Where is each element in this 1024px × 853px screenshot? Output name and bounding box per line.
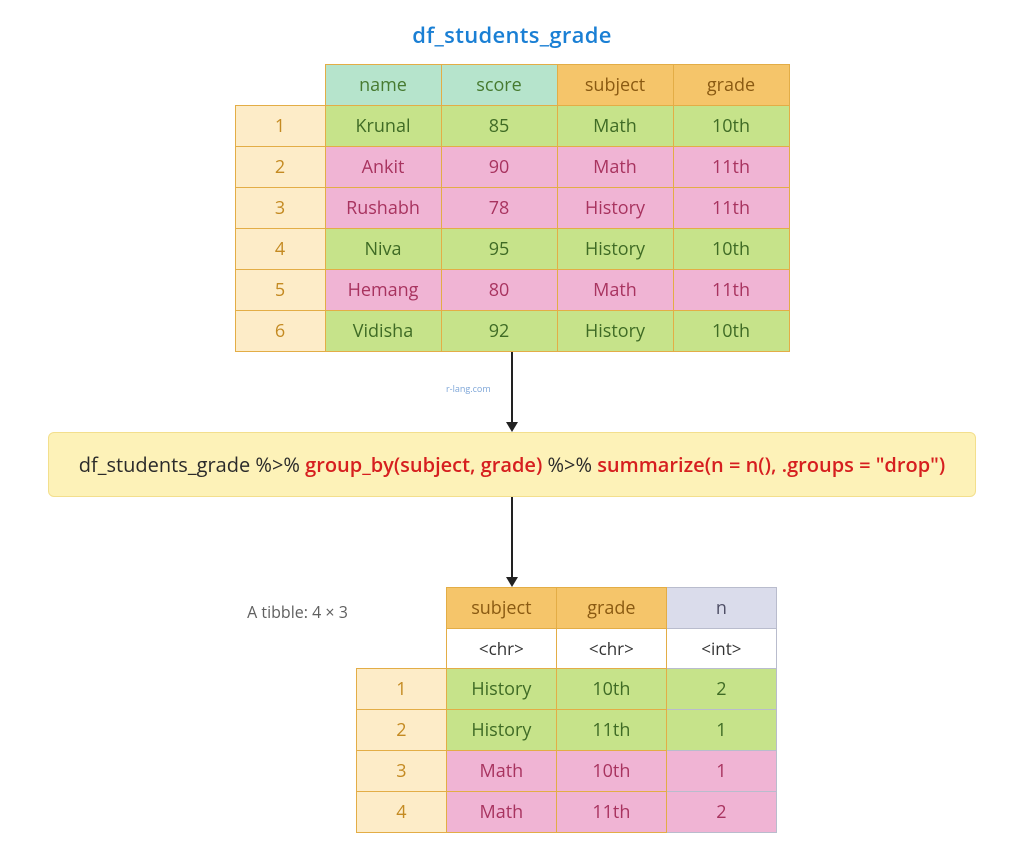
- row-index: 3: [356, 751, 446, 792]
- table-row: 1 Krunal 85 Math 10th: [235, 106, 789, 147]
- input-table-header-row: name score subject grade: [235, 65, 789, 106]
- cell: Ankit: [325, 147, 441, 188]
- row-index: 1: [356, 669, 446, 710]
- col-header-grade: grade: [673, 65, 789, 106]
- cell: Vidisha: [325, 311, 441, 352]
- type-cell: <chr>: [446, 629, 556, 669]
- arrow-head-icon: [506, 422, 518, 432]
- cell: Math: [446, 751, 556, 792]
- row-index: 6: [235, 311, 325, 352]
- code-text: df_students_grade: [79, 451, 256, 478]
- code-box: df_students_grade %>% group_by(subject, …: [48, 432, 976, 497]
- cell: 85: [441, 106, 557, 147]
- row-index: 4: [356, 792, 446, 833]
- arrow-line: [511, 352, 513, 422]
- cell: 2: [666, 792, 776, 833]
- cell: 11th: [673, 147, 789, 188]
- table-row: 3 Math 10th 1: [356, 751, 776, 792]
- row-index: 5: [235, 270, 325, 311]
- cell: Math: [557, 106, 673, 147]
- row-index: 2: [235, 147, 325, 188]
- pipe-op: %>%: [255, 451, 300, 478]
- pipe-op: %>%: [547, 451, 592, 478]
- cell: 1: [666, 751, 776, 792]
- cell: 95: [441, 229, 557, 270]
- row-index: 3: [235, 188, 325, 229]
- code-group-by: group_by(subject, grade): [300, 451, 548, 478]
- cell: 11th: [673, 270, 789, 311]
- cell: 11th: [556, 792, 666, 833]
- table-row: 6 Vidisha 92 History 10th: [235, 311, 789, 352]
- cell: Math: [446, 792, 556, 833]
- table-row: 1 History 10th 2: [356, 669, 776, 710]
- arrow-down-1: r-lang.com: [506, 352, 518, 432]
- table-row: 2 Ankit 90 Math 11th: [235, 147, 789, 188]
- code-summarize: summarize(n = n(), .groups = "drop"): [592, 451, 945, 478]
- col-header-name: name: [325, 65, 441, 106]
- cell: 2: [666, 669, 776, 710]
- cell: Math: [557, 147, 673, 188]
- cell: 80: [441, 270, 557, 311]
- cell: 90: [441, 147, 557, 188]
- table-row: 4 Math 11th 2: [356, 792, 776, 833]
- row-index: 1: [235, 106, 325, 147]
- arrow-line: [511, 497, 513, 577]
- cell: Krunal: [325, 106, 441, 147]
- col-header-subject: subject: [446, 588, 556, 629]
- row-index: 4: [235, 229, 325, 270]
- corner-empty: [356, 588, 446, 629]
- cell: History: [446, 669, 556, 710]
- cell: 1: [666, 710, 776, 751]
- cell: History: [557, 311, 673, 352]
- output-header-row: subject grade n: [356, 588, 776, 629]
- input-table: name score subject grade 1 Krunal 85 Mat…: [235, 64, 790, 352]
- cell: 92: [441, 311, 557, 352]
- col-header-grade: grade: [556, 588, 666, 629]
- cell: History: [557, 229, 673, 270]
- arrow-down-2: [506, 497, 518, 587]
- output-wrap: A tibble: 4 × 3 subject grade n <chr> <c…: [247, 587, 777, 833]
- cell: 78: [441, 188, 557, 229]
- row-index: 2: [356, 710, 446, 751]
- col-header-n: n: [666, 588, 776, 629]
- table-row: 2 History 11th 1: [356, 710, 776, 751]
- cell: History: [557, 188, 673, 229]
- watermark: r-lang.com: [446, 382, 491, 395]
- corner-empty: [356, 629, 446, 669]
- cell: 10th: [673, 311, 789, 352]
- tibble-label: A tibble: 4 × 3: [247, 601, 348, 623]
- cell: 11th: [556, 710, 666, 751]
- cell: 10th: [673, 106, 789, 147]
- diagram-root: df_students_grade name score subject gra…: [20, 20, 1004, 833]
- cell: History: [446, 710, 556, 751]
- output-table: subject grade n <chr> <chr> <int> 1 Hist…: [356, 587, 777, 833]
- cell: 10th: [556, 669, 666, 710]
- cell: Math: [557, 270, 673, 311]
- type-cell: <int>: [666, 629, 776, 669]
- corner-empty: [235, 65, 325, 106]
- col-header-score: score: [441, 65, 557, 106]
- cell: 10th: [556, 751, 666, 792]
- cell: 10th: [673, 229, 789, 270]
- cell: 11th: [673, 188, 789, 229]
- table-row: 5 Hemang 80 Math 11th: [235, 270, 789, 311]
- page-title: df_students_grade: [412, 20, 611, 50]
- type-cell: <chr>: [556, 629, 666, 669]
- col-header-subject: subject: [557, 65, 673, 106]
- type-row: <chr> <chr> <int>: [356, 629, 776, 669]
- arrow-head-icon: [506, 577, 518, 587]
- cell: Hemang: [325, 270, 441, 311]
- table-row: 3 Rushabh 78 History 11th: [235, 188, 789, 229]
- table-row: 4 Niva 95 History 10th: [235, 229, 789, 270]
- cell: Rushabh: [325, 188, 441, 229]
- cell: Niva: [325, 229, 441, 270]
